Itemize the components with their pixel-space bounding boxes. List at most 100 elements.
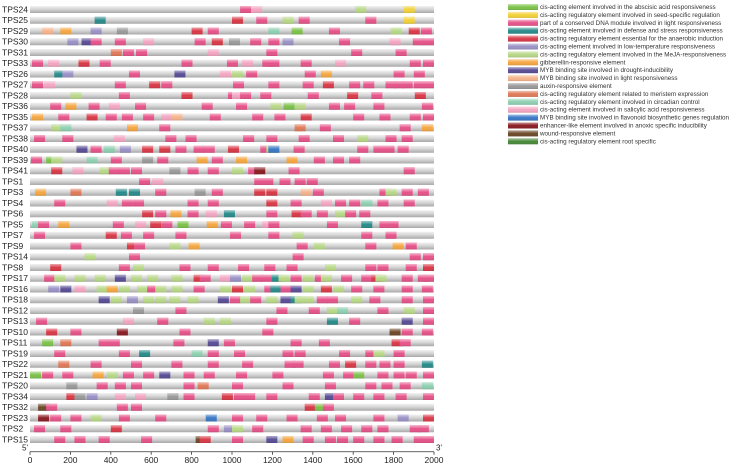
cis-element-shade [193, 145, 205, 153]
cis-element-shade [135, 393, 147, 400]
cis-element-shade [320, 285, 332, 293]
cis-element-shade [175, 307, 187, 314]
cis-element-shade [32, 221, 44, 228]
cis-element-shade [203, 317, 215, 325]
cis-element-shade [70, 242, 82, 250]
legend-item: gibberellin-responsive element [508, 59, 626, 66]
legend-swatch-shade [508, 114, 538, 121]
cis-element-shade [81, 38, 93, 46]
cis-element-shade [114, 382, 126, 390]
cis-element-shade [232, 425, 243, 433]
cis-element-shade [387, 221, 399, 228]
x-tick-label: 800 [185, 455, 199, 465]
cis-element-shade [302, 81, 314, 89]
cis-element-shade [417, 188, 429, 196]
cis-element-shade [423, 393, 434, 400]
cis-element-shade [365, 16, 377, 24]
gene-label: TPS3 [2, 187, 24, 197]
cis-element-shade [32, 59, 44, 67]
cis-element-shade [116, 27, 128, 35]
gene-row: TPS21 [2, 370, 434, 380]
legend-swatch-shade [508, 35, 538, 42]
cis-element-shade [207, 339, 219, 347]
gene-label: TPS29 [2, 26, 28, 36]
cis-element-shade [191, 350, 203, 357]
cis-element-shade [223, 339, 235, 347]
cis-element-shade [38, 414, 50, 422]
cis-element-shade [99, 167, 111, 175]
cis-element-shade [260, 92, 272, 99]
legend-item: cis-acting regulatory element involved i… [508, 11, 720, 19]
cis-element-shade [205, 210, 217, 218]
cis-element-shade [174, 70, 186, 78]
cis-element-shade [324, 264, 336, 271]
cis-element-shade [389, 328, 401, 336]
cis-element-shade [44, 81, 56, 89]
cis-element-shade [361, 425, 373, 433]
cis-element-shade [229, 296, 241, 304]
gene-track [30, 27, 434, 35]
cis-element-shade [223, 210, 235, 218]
legend-label: cis-acting regulatory element related to… [540, 91, 709, 98]
legend-label: MYB binding site involved in light respo… [540, 75, 678, 82]
cis-element-shade [375, 274, 387, 282]
gene-row: TPS22 [2, 359, 434, 369]
cis-element-shade [240, 92, 252, 99]
cis-element-shade [51, 167, 63, 175]
cis-element-shade [385, 135, 397, 142]
cis-element-shade [243, 135, 255, 142]
cis-element-shade [326, 317, 338, 325]
gene-label: TPS32 [2, 402, 28, 412]
gene-label: TPS39 [2, 155, 28, 165]
cis-element-shade [72, 167, 84, 175]
legend-item: cis-acting element involved in salicylic… [508, 106, 705, 114]
cis-element-shade [42, 27, 54, 35]
gene-label: TPS19 [2, 348, 28, 358]
x-tick-label: 1400 [303, 455, 322, 465]
cis-element-shade [194, 38, 206, 46]
cis-element-shade [423, 264, 434, 271]
cis-element-shade [38, 403, 50, 411]
cis-element-shade [98, 296, 110, 304]
cis-element-shade [54, 199, 66, 207]
three-prime-label: 3' [436, 443, 442, 452]
cis-element-shade [112, 221, 124, 228]
gene-label: TPS35 [2, 112, 28, 122]
cis-element-shade [177, 221, 189, 228]
cis-element-shade [209, 113, 221, 121]
cis-element-shade [351, 296, 363, 304]
gene-label: TPS16 [2, 284, 28, 294]
cis-element-shade [316, 414, 328, 422]
cis-element-shade [365, 350, 377, 357]
cis-element-shade [94, 274, 106, 282]
gene-label: TPS34 [2, 391, 28, 401]
cis-element-shade [401, 81, 413, 89]
gene-label: TPS33 [2, 58, 28, 68]
cis-element-shade [207, 27, 219, 35]
cis-element-shade [232, 436, 243, 443]
gene-row: TPS19 [2, 348, 434, 358]
cis-element-shade [115, 188, 127, 196]
gene-row: TPS15 [2, 434, 434, 444]
cis-element-shade [141, 436, 153, 443]
cis-element-shade [229, 274, 241, 282]
cis-element-shade [135, 102, 147, 110]
gene-row: TPS40 [2, 144, 434, 154]
cis-element-shade [86, 113, 98, 121]
cis-element-shade [326, 221, 338, 228]
cis-element-shade [324, 436, 336, 443]
cis-element-shade [322, 81, 334, 89]
cis-element-shade [260, 145, 272, 153]
cis-element-shade [131, 403, 142, 411]
cis-element-shade [70, 414, 82, 422]
cis-element-shade [423, 317, 434, 325]
cis-element-shade [373, 285, 385, 293]
cis-element-shade [114, 81, 126, 89]
cis-element-shade [128, 70, 140, 78]
cis-element-shade [423, 81, 434, 89]
cis-element-shade [254, 188, 266, 196]
cis-element-shade [169, 242, 181, 250]
cis-element-shade [300, 188, 312, 196]
cis-element-shade [207, 350, 219, 357]
legend-item: wound-responsive element [508, 130, 616, 137]
